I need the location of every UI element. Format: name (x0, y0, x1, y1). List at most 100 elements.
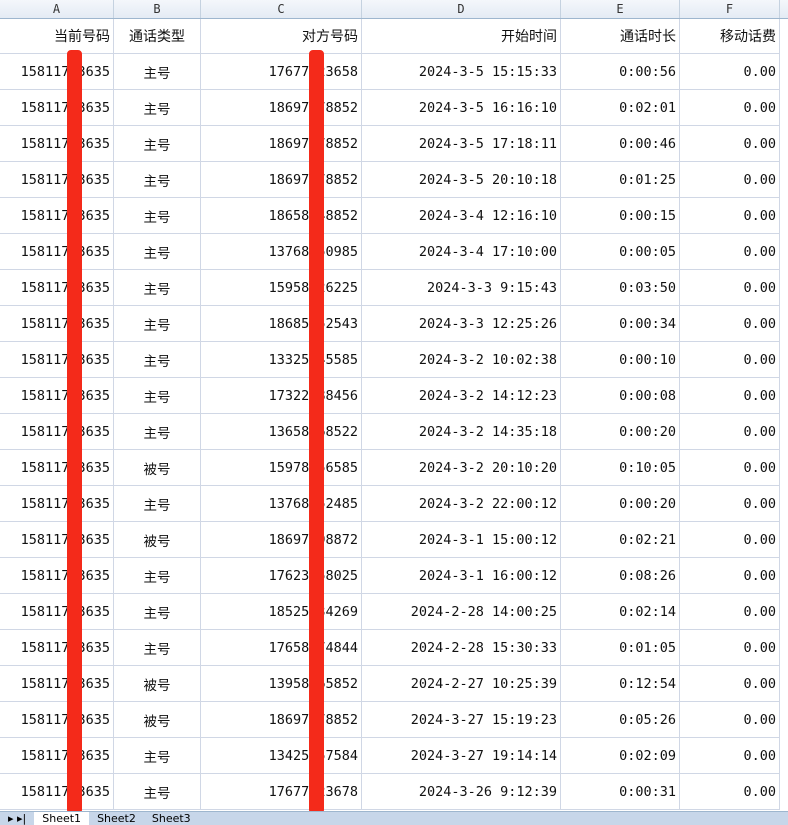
cell[interactable]: 18685552543 (201, 306, 362, 341)
cell[interactable]: 0.00 (680, 594, 780, 629)
tab-nav-arrows-icon[interactable]: ▸ ▸| (8, 812, 27, 825)
cell[interactable]: 13658568522 (201, 414, 362, 449)
cell[interactable]: 15811753635 (0, 270, 114, 305)
cell[interactable]: 2024-3-2 20:10:20 (362, 450, 561, 485)
column-header-C[interactable]: C (201, 0, 362, 18)
cell[interactable]: 18525534269 (201, 594, 362, 629)
header-cell[interactable]: 对方号码 (201, 19, 362, 53)
header-cell[interactable]: 移动话费 (680, 19, 780, 53)
cell[interactable]: 0:00:20 (561, 414, 680, 449)
cell[interactable]: 2024-3-5 20:10:18 (362, 162, 561, 197)
column-header-E[interactable]: E (561, 0, 680, 18)
cell[interactable]: 17623558025 (201, 558, 362, 593)
cell[interactable]: 0.00 (680, 234, 780, 269)
cell[interactable]: 0:00:08 (561, 378, 680, 413)
cell[interactable]: 15811753635 (0, 558, 114, 593)
cell[interactable]: 主号 (114, 774, 201, 809)
cell[interactable]: 0.00 (680, 450, 780, 485)
cell[interactable]: 0:02:21 (561, 522, 680, 557)
cell[interactable]: 0:01:25 (561, 162, 680, 197)
cell[interactable]: 15811753635 (0, 702, 114, 737)
cell[interactable]: 2024-3-5 15:15:33 (362, 54, 561, 89)
cell[interactable]: 主号 (114, 270, 201, 305)
sheet-tab-sheet2[interactable]: Sheet2 (97, 812, 136, 825)
cell[interactable]: 2024-3-1 16:00:12 (362, 558, 561, 593)
cell[interactable]: 0.00 (680, 738, 780, 773)
cell[interactable]: 0.00 (680, 342, 780, 377)
cell[interactable]: 15811753635 (0, 234, 114, 269)
column-header-F[interactable]: F (680, 0, 780, 18)
cell[interactable]: 主号 (114, 342, 201, 377)
cell[interactable]: 13325545585 (201, 342, 362, 377)
cell[interactable]: 2024-3-2 14:12:23 (362, 378, 561, 413)
cell[interactable]: 18697998872 (201, 522, 362, 557)
cell[interactable]: 0:01:05 (561, 630, 680, 665)
cell[interactable]: 主号 (114, 738, 201, 773)
cell[interactable]: 主号 (114, 486, 201, 521)
cell[interactable]: 0.00 (680, 630, 780, 665)
cell[interactable]: 2024-3-3 12:25:26 (362, 306, 561, 341)
cell[interactable]: 0:08:26 (561, 558, 680, 593)
cell[interactable]: 2024-3-1 15:00:12 (362, 522, 561, 557)
cell[interactable]: 15811753635 (0, 738, 114, 773)
cell[interactable]: 15811753635 (0, 594, 114, 629)
column-header-B[interactable]: B (114, 0, 201, 18)
cell[interactable]: 主号 (114, 594, 201, 629)
cell[interactable]: 主号 (114, 378, 201, 413)
cell[interactable]: 15811753635 (0, 342, 114, 377)
cell[interactable]: 0:03:50 (561, 270, 680, 305)
cell[interactable]: 18697378852 (201, 702, 362, 737)
cell[interactable]: 0.00 (680, 198, 780, 233)
cell[interactable]: 18697378852 (201, 162, 362, 197)
sheet-tab-sheet3[interactable]: Sheet3 (151, 812, 191, 825)
cell[interactable]: 0.00 (680, 702, 780, 737)
cell[interactable]: 15811753635 (0, 162, 114, 197)
cell[interactable]: 13958265852 (201, 666, 362, 701)
cell[interactable]: 2024-3-2 14:35:18 (362, 414, 561, 449)
cell[interactable]: 0.00 (680, 270, 780, 305)
cell[interactable]: 15811753635 (0, 666, 114, 701)
cell[interactable]: 2024-3-27 15:19:23 (362, 702, 561, 737)
cell[interactable]: 0:02:01 (561, 90, 680, 125)
header-cell[interactable]: 通话类型 (114, 19, 201, 53)
cell[interactable]: 0:00:34 (561, 306, 680, 341)
cell[interactable]: 2024-3-2 10:02:38 (362, 342, 561, 377)
cell[interactable]: 15811753635 (0, 414, 114, 449)
cell[interactable]: 主号 (114, 630, 201, 665)
cell[interactable]: 主号 (114, 162, 201, 197)
cell[interactable]: 0:00:10 (561, 342, 680, 377)
cell[interactable]: 15811753635 (0, 522, 114, 557)
cell[interactable]: 2024-3-4 17:10:00 (362, 234, 561, 269)
cell[interactable]: 主号 (114, 126, 201, 161)
cell[interactable]: 18697378852 (201, 90, 362, 125)
cell[interactable]: 0.00 (680, 414, 780, 449)
cell[interactable]: 2024-2-27 10:25:39 (362, 666, 561, 701)
cell[interactable]: 被号 (114, 522, 201, 557)
cell[interactable]: 0:00:15 (561, 198, 680, 233)
cell[interactable]: 0:00:20 (561, 486, 680, 521)
cell[interactable]: 15811753635 (0, 198, 114, 233)
cell[interactable]: 0:00:46 (561, 126, 680, 161)
cell[interactable]: 0.00 (680, 486, 780, 521)
cell[interactable]: 15811753635 (0, 450, 114, 485)
cell[interactable]: 被号 (114, 702, 201, 737)
cell[interactable]: 主号 (114, 54, 201, 89)
cell[interactable]: 被号 (114, 450, 201, 485)
cell[interactable]: 15811753635 (0, 306, 114, 341)
sheet-tab-sheet1[interactable]: Sheet1 (34, 812, 90, 825)
column-header-D[interactable]: D (362, 0, 561, 18)
cell[interactable]: 主号 (114, 198, 201, 233)
cell[interactable]: 13425557584 (201, 738, 362, 773)
cell[interactable]: 0:02:09 (561, 738, 680, 773)
cell[interactable]: 0.00 (680, 54, 780, 89)
header-cell[interactable]: 开始时间 (362, 19, 561, 53)
cell[interactable]: 15811753635 (0, 630, 114, 665)
cell[interactable]: 13768252485 (201, 486, 362, 521)
cell[interactable]: 15811753635 (0, 378, 114, 413)
cell[interactable]: 2024-3-2 22:00:12 (362, 486, 561, 521)
cell[interactable]: 0.00 (680, 378, 780, 413)
cell[interactable]: 15958426225 (201, 270, 362, 305)
cell[interactable]: 0.00 (680, 162, 780, 197)
cell[interactable]: 17677123678 (201, 774, 362, 809)
cell[interactable]: 0.00 (680, 306, 780, 341)
